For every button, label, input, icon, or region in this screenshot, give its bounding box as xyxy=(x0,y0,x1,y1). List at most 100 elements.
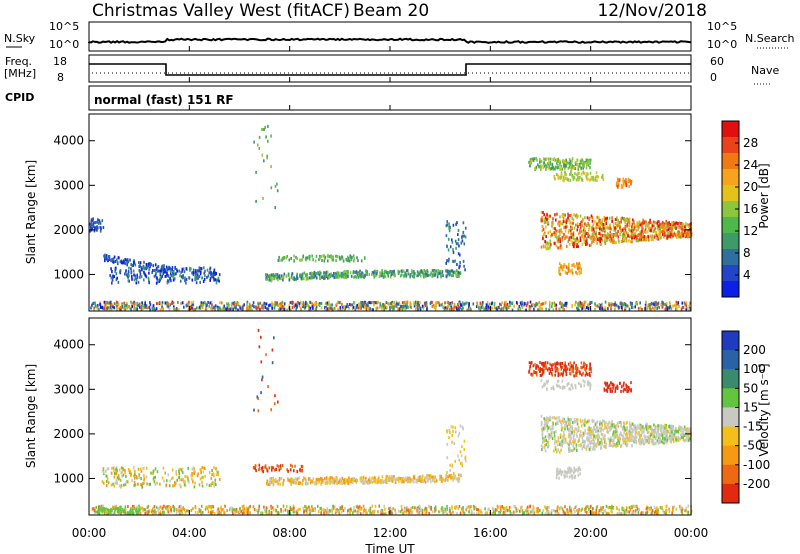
power-cell xyxy=(549,306,551,310)
velocity-cell xyxy=(191,477,193,481)
power-cell xyxy=(620,304,623,308)
power-cell xyxy=(582,166,584,170)
power-cell xyxy=(419,301,421,304)
velocity-cell xyxy=(515,507,517,510)
velocity-cell xyxy=(286,468,288,472)
power-cell xyxy=(620,217,623,221)
velocity-cell xyxy=(280,509,282,513)
power-cell xyxy=(148,262,150,266)
power-cell xyxy=(678,226,681,230)
power-cell xyxy=(357,306,360,310)
power-cell xyxy=(111,281,113,285)
velocity-cell xyxy=(358,505,361,509)
power-cell xyxy=(166,304,169,308)
velocity-cell xyxy=(255,509,258,513)
power-cell xyxy=(164,301,167,305)
power-cell xyxy=(593,237,596,241)
power-cell xyxy=(373,303,375,307)
velocity-cell xyxy=(462,510,465,514)
velocity-cell xyxy=(413,474,416,478)
power-cell xyxy=(437,301,440,305)
power-cell xyxy=(686,232,689,236)
power-cell xyxy=(549,230,551,234)
velocity-cell xyxy=(258,504,261,508)
power-cell xyxy=(266,277,268,281)
velocity-cell xyxy=(311,479,313,483)
power-cell xyxy=(564,170,566,174)
velocity-cell xyxy=(369,509,372,512)
power-cell xyxy=(554,158,557,162)
power-cell xyxy=(340,274,342,278)
power-cell xyxy=(598,236,600,240)
power-cell xyxy=(117,303,120,306)
power-cell xyxy=(395,300,398,304)
velocity-cell xyxy=(423,508,426,512)
velocity-cell xyxy=(178,468,180,472)
power-cell xyxy=(347,259,349,263)
power-cell xyxy=(453,305,456,309)
power-cell xyxy=(274,303,276,307)
power-cell xyxy=(632,306,634,310)
velocity-cell xyxy=(257,509,260,513)
power-cell xyxy=(544,220,547,224)
velocity-cell xyxy=(611,506,613,510)
power-cell xyxy=(615,225,618,229)
power-cell xyxy=(445,269,447,273)
velocity-cell xyxy=(339,481,341,485)
velocity-cell xyxy=(335,509,337,513)
power-cell xyxy=(144,266,147,270)
power-cell xyxy=(426,306,428,310)
power-cell xyxy=(195,275,197,279)
power-colorbar-swatch xyxy=(722,137,739,154)
velocity-cell xyxy=(365,479,367,483)
velocity-cell xyxy=(154,510,157,514)
power-cell xyxy=(452,250,455,254)
power-cell xyxy=(199,272,202,276)
velocity-cell xyxy=(134,473,136,476)
power-cell xyxy=(199,280,201,284)
velocity-cell xyxy=(402,476,405,480)
velocity-cell xyxy=(182,477,184,481)
velocity-cell xyxy=(671,511,673,515)
power-cell xyxy=(343,308,346,312)
power-cell xyxy=(611,238,613,242)
power-cell xyxy=(201,306,204,309)
power-cell xyxy=(357,273,360,277)
power-cell xyxy=(623,239,626,243)
power-cell xyxy=(255,170,257,174)
nave-tick-high: 60 xyxy=(710,55,724,68)
power-cell xyxy=(306,302,308,306)
power-cell xyxy=(640,237,643,241)
power-cell xyxy=(92,217,94,221)
power-cell xyxy=(127,279,130,283)
power-cell xyxy=(452,259,454,263)
power-cell xyxy=(321,259,323,262)
power-cell xyxy=(661,220,664,224)
velocity-cell xyxy=(191,467,194,471)
velocity-cell xyxy=(367,481,370,485)
power-cell xyxy=(556,212,558,216)
velocity-cell xyxy=(584,509,587,513)
power-cell xyxy=(682,223,685,227)
power-cell xyxy=(631,222,634,226)
power-cell xyxy=(349,271,352,275)
power-colorbar-swatch xyxy=(722,265,739,282)
velocity-cell xyxy=(607,506,610,510)
velocity-cell xyxy=(209,505,212,509)
power-cell xyxy=(131,305,133,309)
power-cell xyxy=(248,305,251,309)
power-cell xyxy=(660,222,663,226)
power-cell xyxy=(657,226,659,230)
velocity-cell xyxy=(539,509,541,512)
power-cell xyxy=(568,219,571,223)
velocity-cell xyxy=(625,511,627,515)
velocity-cell xyxy=(214,478,217,482)
velocity-cell xyxy=(462,506,464,509)
power-cell xyxy=(595,230,597,234)
power-cell xyxy=(579,214,582,218)
power-cell xyxy=(446,270,449,274)
power-cell xyxy=(540,210,543,214)
velocity-cell xyxy=(646,505,648,509)
power-cell xyxy=(373,275,376,279)
power-cell xyxy=(561,265,563,269)
